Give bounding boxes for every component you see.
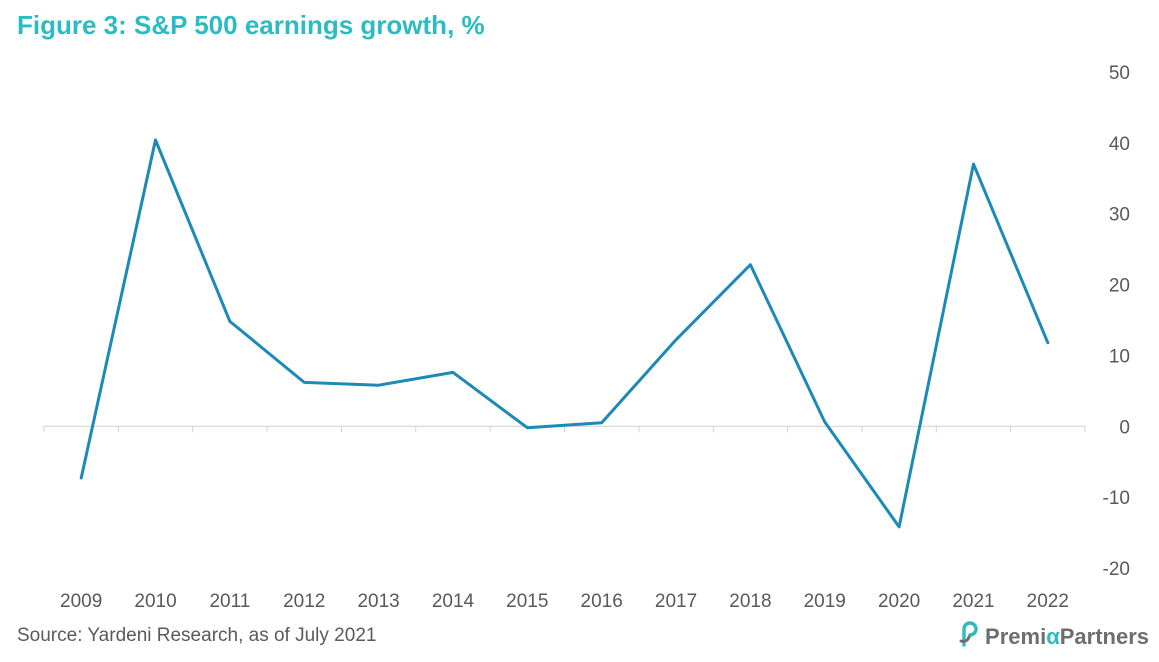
x-tick-label: 2022 [1027, 591, 1069, 612]
x-tick-label: 2019 [804, 591, 846, 612]
brand-logo: Premi α Partners [959, 621, 1149, 653]
x-tick-label: 2011 [209, 591, 250, 612]
y-tick-label: 20 [1109, 276, 1130, 297]
brand-name-part2: Partners [1059, 624, 1149, 649]
premia-logo-icon [959, 621, 981, 653]
x-tick-label: 2010 [134, 591, 176, 612]
y-tick-label: 30 [1109, 205, 1130, 226]
x-tick-label: 2009 [60, 591, 102, 612]
y-tick-label: -20 [1103, 559, 1130, 580]
source-note: Source: Yardeni Research, as of July 202… [17, 625, 377, 646]
series-line [79, 138, 1050, 529]
chart-title: Figure 3: S&P 500 earnings growth, % [17, 10, 485, 40]
y-tick-label: 10 [1109, 346, 1130, 367]
brand-name-part1: Premi [985, 624, 1047, 649]
x-tick-label: 2018 [729, 591, 771, 612]
x-tick-label: 2017 [655, 591, 697, 612]
y-tick-label: 50 [1109, 63, 1130, 84]
brand-name-accent: α [1046, 624, 1060, 649]
y-tick-label: -10 [1103, 488, 1130, 509]
x-tick-label: 2013 [357, 591, 399, 612]
y-tick-label: 0 [1119, 417, 1130, 438]
x-tick-label: 2016 [581, 591, 623, 612]
x-tick-label: 2021 [952, 591, 994, 612]
y-tick-label: 40 [1109, 134, 1130, 155]
x-tick-label: 2015 [506, 591, 548, 612]
x-tick-label: 2014 [432, 591, 475, 612]
x-tick-label: 2012 [283, 591, 325, 612]
x-tick-label: 2020 [878, 591, 920, 612]
